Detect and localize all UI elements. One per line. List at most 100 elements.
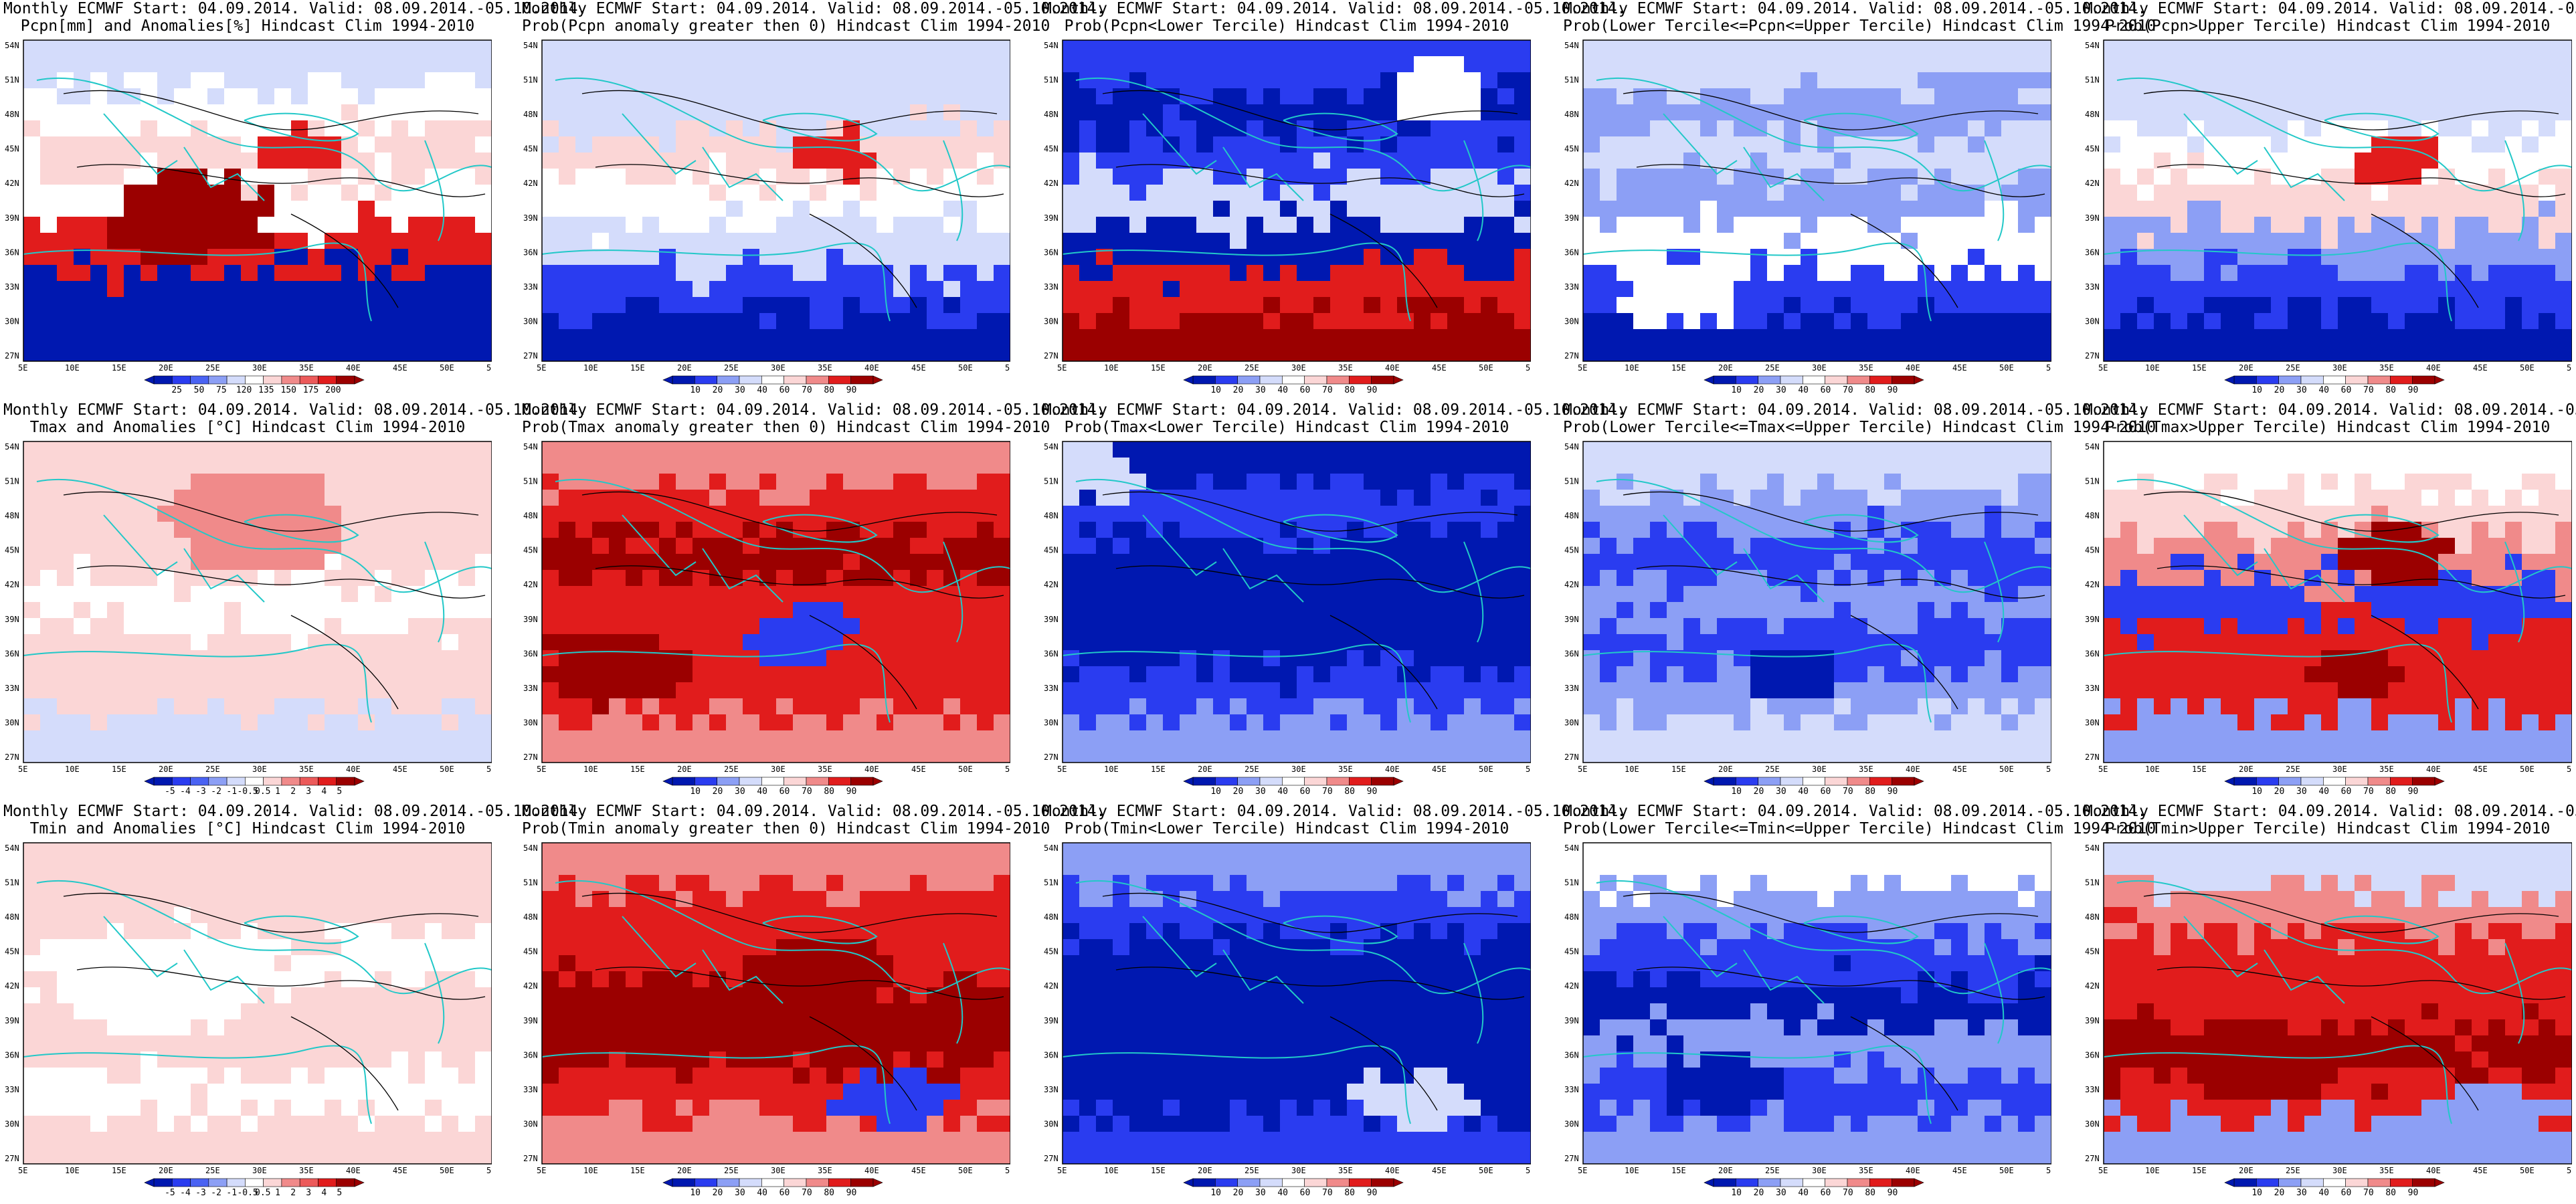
colorbar-label: 10 bbox=[1210, 385, 1221, 395]
lon-label: 40E bbox=[1385, 363, 1400, 373]
map-panel-precip-4: Monthly ECMWF Start: 04.09.2014. Valid: … bbox=[1563, 0, 2156, 401]
panel-title-line2: Prob(Pcpn<Lower Tercile) Hindcast Clim 1… bbox=[1064, 17, 1509, 35]
map-panel-tmin-5: Monthly ECMWF Start: 04.09.2014. Valid: … bbox=[2084, 803, 2576, 1204]
lat-label: 54N bbox=[2085, 843, 2100, 853]
lon-label: 55E bbox=[2046, 765, 2051, 774]
colorbar-label: 40 bbox=[1277, 787, 1288, 797]
lat-label: 36N bbox=[2085, 1050, 2100, 1060]
colorbar-label: 90 bbox=[1888, 385, 1898, 395]
map-panel-tmin-1: Monthly ECMWF Start: 04.09.2014. Valid: … bbox=[3, 803, 587, 1204]
lon-label: 55E bbox=[1526, 765, 1531, 774]
map-panel-tmax-1: Monthly ECMWF Start: 04.09.2014. Valid: … bbox=[3, 401, 587, 803]
lat-label: 30N bbox=[523, 316, 538, 326]
map-panel-tmin-4: Monthly ECMWF Start: 04.09.2014. Valid: … bbox=[1563, 803, 2156, 1204]
colorbar-label: 4 bbox=[321, 1188, 327, 1198]
colorbar-label: 80 bbox=[824, 385, 834, 395]
lat-label: 33N bbox=[1044, 1085, 1059, 1094]
colorbar-label: 70 bbox=[2363, 385, 2374, 395]
lat-label: 42N bbox=[1044, 179, 1059, 188]
lat-label: 27N bbox=[2085, 1154, 2100, 1163]
colorbar-label: -5 bbox=[165, 787, 175, 797]
map-frame bbox=[23, 842, 492, 1165]
map-plot: 54N 51N 48N 45N 42N 39N 36N 33N 30N 27N 5E 10E 15E 20… bbox=[2085, 39, 2572, 395]
colorbar-label: 90 bbox=[2408, 385, 2419, 395]
lat-label: 30N bbox=[1564, 718, 1579, 727]
lat-label: 48N bbox=[5, 912, 19, 922]
lat-label: 51N bbox=[2085, 878, 2100, 888]
colorbar-label: 60 bbox=[1821, 1188, 1831, 1198]
lat-label: 48N bbox=[1044, 912, 1059, 922]
panel-title-line2: Prob(Lower Tercile<=Tmin<=Upper Tercile)… bbox=[1563, 820, 2156, 837]
colorbar-label: 30 bbox=[2296, 787, 2307, 797]
map-frame bbox=[2103, 441, 2572, 763]
map-panel-precip-2: Monthly ECMWF Start: 04.09.2014. Valid: … bbox=[522, 0, 1105, 401]
map-frame bbox=[23, 441, 492, 763]
lat-label: 51N bbox=[2085, 76, 2100, 85]
lon-label: 45E bbox=[2473, 1166, 2488, 1175]
colorbar-label: -5 bbox=[165, 1188, 175, 1198]
colorbar-label: 10 bbox=[690, 385, 701, 395]
panel-title-line1: Monthly ECMWF Start: 04.09.2014. Valid: … bbox=[1563, 0, 2147, 17]
lon-label: 55E bbox=[486, 765, 492, 774]
colorbar-label: 70 bbox=[802, 1188, 812, 1198]
shaded-field bbox=[23, 40, 492, 362]
coastlines bbox=[1582, 880, 2051, 1124]
lon-label: 5E bbox=[18, 1166, 27, 1175]
lat-label: 39N bbox=[1564, 615, 1579, 624]
lon-label: 40E bbox=[1385, 765, 1400, 774]
contours bbox=[581, 491, 1004, 710]
lon-label: 30E bbox=[771, 363, 786, 373]
map-frame bbox=[2103, 842, 2572, 1165]
map-plot: 54N 51N 48N 45N 42N 39N 36N 33N 30N 27N 5E 10E 15E 20… bbox=[2085, 842, 2572, 1198]
lon-label: 35E bbox=[2379, 765, 2394, 774]
lat-label: 36N bbox=[5, 247, 19, 257]
lon-label: 5E bbox=[537, 363, 546, 373]
colorbar-label: 10 bbox=[1210, 787, 1221, 797]
map-panel-tmax-3: Monthly ECMWF Start: 04.09.2014. Valid: … bbox=[1042, 401, 1627, 803]
lon-label: 55E bbox=[2567, 363, 2572, 373]
colorbar-label: 10 bbox=[2251, 1188, 2262, 1198]
panel-title-line1: Monthly ECMWF Start: 04.09.2014. Valid: … bbox=[1042, 401, 1627, 419]
colorbar-label: 20 bbox=[1233, 1188, 1244, 1198]
colorbar-label: 30 bbox=[2296, 1188, 2307, 1198]
lon-label: 45E bbox=[1952, 1166, 1967, 1175]
lat-label: 48N bbox=[523, 912, 538, 922]
lon-label: 10E bbox=[583, 363, 598, 373]
colorbar-label: 10 bbox=[1731, 385, 1742, 395]
colorbar-label: 40 bbox=[2318, 385, 2329, 395]
lon-label: 10E bbox=[1625, 363, 1639, 373]
lat-label: 30N bbox=[5, 718, 19, 727]
contours bbox=[1623, 90, 2045, 308]
lon-label: 5E bbox=[2098, 765, 2108, 774]
contours bbox=[1102, 491, 1525, 710]
lat-label: 36N bbox=[5, 1050, 19, 1060]
lon-label: 10E bbox=[65, 1166, 80, 1175]
lat-label: 51N bbox=[1044, 76, 1059, 85]
coastlines bbox=[23, 77, 492, 322]
map-plot: 54N 51N 48N 45N 42N 39N 36N 33N 30N 27N 5E 10E 15E 20… bbox=[523, 39, 1010, 395]
lon-label: 15E bbox=[630, 363, 645, 373]
colorbar: 10 20 30 40 60 70 80 90 bbox=[662, 375, 883, 395]
panel-title-line1: Monthly ECMWF Start: 04.09.2014. Valid: … bbox=[3, 401, 587, 419]
lon-label: 55E bbox=[486, 363, 492, 373]
lon-label: 20E bbox=[1718, 363, 1733, 373]
shaded-field bbox=[1583, 40, 2051, 362]
colorbar-label: 70 bbox=[1843, 1188, 1853, 1198]
lon-label: 40E bbox=[346, 765, 361, 774]
lon-label: 10E bbox=[583, 1166, 598, 1175]
colorbar-label: 120 bbox=[236, 385, 252, 395]
lat-label: 39N bbox=[523, 615, 538, 624]
map-panel-tmax-5: Monthly ECMWF Start: 04.09.2014. Valid: … bbox=[2084, 401, 2576, 803]
colorbar-label: 40 bbox=[1277, 385, 1288, 395]
lat-label: 39N bbox=[1044, 615, 1059, 624]
map-frame bbox=[541, 441, 1010, 763]
lat-label: 39N bbox=[5, 213, 19, 223]
lon-label: 35E bbox=[2379, 1166, 2394, 1175]
coastlines bbox=[541, 880, 1010, 1124]
panel-title-line2: Prob(Lower Tercile<=Pcpn<=Upper Tercile)… bbox=[1563, 17, 2156, 35]
lon-label: 40E bbox=[864, 1166, 879, 1175]
colorbar-label: 20 bbox=[713, 1188, 723, 1198]
lon-label: 25E bbox=[2286, 1166, 2300, 1175]
lon-label: 25E bbox=[1245, 765, 1259, 774]
colorbar-label: 10 bbox=[690, 1188, 701, 1198]
